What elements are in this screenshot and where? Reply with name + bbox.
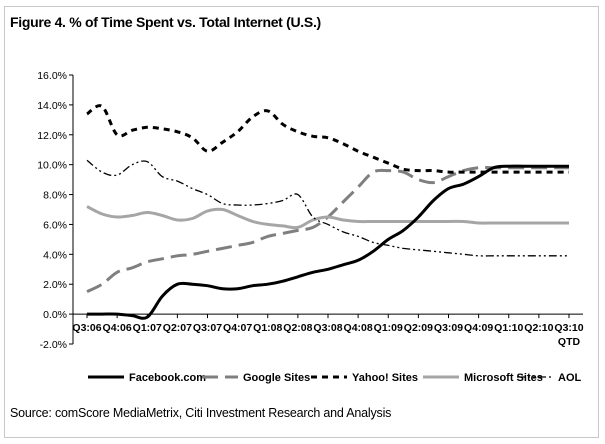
series-line-microsoft-sites	[86, 205, 569, 230]
x-tick-label: Q1:08	[253, 322, 282, 334]
x-tick-label: Q2:10	[524, 322, 553, 334]
x-tick-label: Q4:07	[223, 322, 252, 334]
x-tick-label: Q4:06	[103, 322, 132, 334]
y-tick-label: 6.0%	[43, 219, 67, 231]
y-tick-label: 4.0%	[43, 249, 67, 261]
x-tick-label: QTD	[558, 336, 581, 348]
chart-legend: Facebook.com Google Sites Yahoo! Sites Micr…	[88, 372, 582, 384]
chart-series	[86, 104, 569, 320]
source-note: Source: comScore MediaMetrix, Citi Inves…	[10, 406, 392, 420]
y-tick-label: 0.0%	[43, 309, 67, 321]
x-tick-label: Q3:07	[193, 322, 222, 334]
y-tick-label: 10.0%	[37, 160, 67, 172]
figure-title: Figure 4. % of Time Spent vs. Total Inte…	[10, 14, 321, 30]
x-tick-label: Q4:09	[464, 322, 493, 334]
x-tick-label: Q2:08	[283, 322, 312, 334]
x-tick-label: Q3:09	[434, 322, 463, 334]
x-tick-label: Q3:08	[313, 322, 342, 334]
x-tick-label: Q3:10	[554, 322, 583, 334]
x-tick-label: Q3:06	[72, 322, 101, 334]
series-line-aol	[86, 159, 569, 257]
y-tick-label: 8.0%	[43, 190, 67, 202]
y-tick-label: 2.0%	[43, 279, 67, 291]
y-tick-label: 14.0%	[37, 100, 67, 112]
y-tick-label: 12.0%	[37, 130, 67, 142]
y-tick-label: 16.0%	[37, 70, 67, 82]
x-tick-label: Q1:10	[494, 322, 523, 334]
chart-axes: -2.0% 0.0% 2.0% 4.0% 6.0% 8.0% 10.0% 12.0% 14.0%…	[37, 70, 584, 351]
series-line-yahoo-sites	[86, 104, 569, 174]
x-tick-label: Q2:07	[163, 322, 192, 334]
legend-label-facebook-com: Facebook.com	[129, 372, 206, 384]
x-tick-label: Q1:09	[374, 322, 403, 334]
legend-label-microsoft-sites: Microsoft Sites	[464, 372, 543, 384]
series-line-google-sites	[86, 165, 569, 294]
legend-label-yahoo-sites: Yahoo! Sites	[352, 372, 418, 384]
x-tick-label: Q2:09	[404, 322, 433, 334]
legend-label-aol: AOL	[558, 372, 582, 384]
y-tick-label: -2.0%	[40, 339, 67, 351]
x-tick-label: Q1:07	[133, 322, 162, 334]
legend-label-google-sites: Google Sites	[243, 372, 310, 384]
x-tick-label: Q4:08	[344, 322, 373, 334]
series-line-facebook-com	[86, 164, 569, 320]
